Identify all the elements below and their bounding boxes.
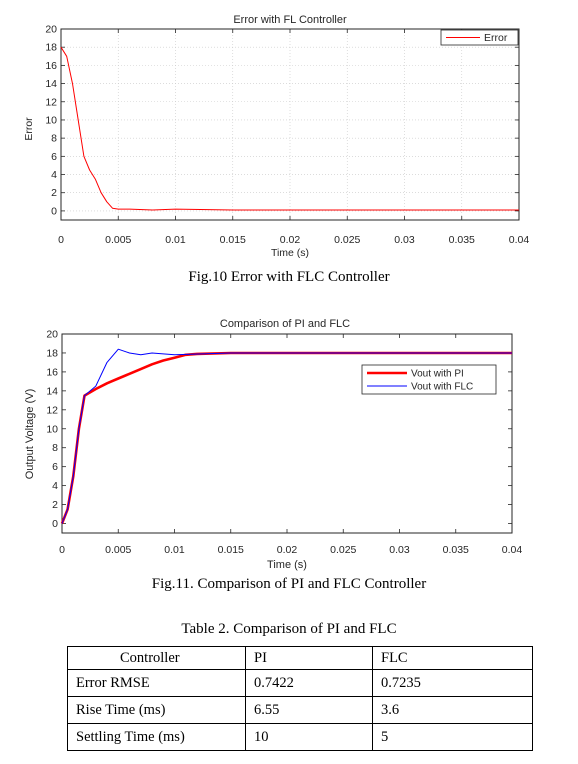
x-axis-label: Time (s) [267,559,307,571]
table-cell: 3.6 [372,696,533,724]
series-group [60,348,512,524]
axis-ticks: 0 0.005 0.01 0.015 0.02 0.025 0.03 0.035 0.04 0 2 4… [46,329,522,557]
y-tick-label: 0 [51,205,57,217]
y-tick-label: 14 [46,385,58,397]
table-cell: 6.55 [245,696,373,724]
table-cell: 10 [245,723,373,751]
y-tick-label: 16 [45,60,57,72]
y-tick-label: 18 [45,42,57,54]
x-tick-label: 0.01 [164,544,185,556]
y-tick-label: 6 [51,151,57,163]
column-header: FLC [372,646,533,670]
x-tick-label: 0.03 [389,544,410,556]
y-tick-label: 0 [52,518,58,530]
comparison-table: Controller PI FLC Error RMSE 0.7422 0.72… [67,646,533,751]
series-group [60,46,519,211]
y-axis-label: Output Voltage (V) [24,389,36,480]
series-line-vout-with-flc [61,348,512,524]
x-tick-label: 0.04 [502,544,523,556]
y-tick-label: 14 [45,78,57,90]
table-row: Settling Time (ms) 10 5 [67,723,533,751]
x-tick-label: 0.005 [105,544,131,556]
x-axis-label: Time (s) [271,247,309,259]
y-tick-label: 20 [45,24,57,36]
legend-label-error: Error [484,32,508,44]
legend: Vout with PI Vout with FLC [361,364,497,395]
figure-caption: Fig.10 Error with FLC Controller [188,269,390,285]
column-header: Controller [67,646,246,670]
x-tick-label: 0.02 [277,544,298,556]
y-tick-label: 16 [46,366,58,378]
y-tick-label: 10 [46,423,58,435]
axis-ticks: 0 0.005 0.01 0.015 0.02 0.025 0.03 0.035 0.04 0 2 4… [45,24,529,247]
table-row: Rise Time (ms) 6.55 3.6 [67,696,533,724]
y-tick-label: 4 [52,480,58,492]
chart-title: Comparison of PI and FLC [220,318,350,330]
table-cell: Rise Time (ms) [67,696,246,724]
x-tick-label: 0.015 [220,234,246,246]
y-tick-label: 20 [46,329,58,341]
x-tick-label: 0 [58,234,64,246]
column-header: PI [245,646,373,670]
y-axis-label: Error [23,117,35,141]
figure-caption: Fig.11. Comparison of PI and FLC Control… [151,576,427,592]
table-caption: Table 2. Comparison of PI and FLC [181,621,397,637]
y-tick-label: 12 [46,404,58,416]
x-tick-label: 0.01 [165,234,186,246]
y-tick-label: 18 [46,347,58,359]
y-tick-label: 2 [52,499,58,511]
y-tick-label: 6 [52,461,58,473]
y-tick-label: 2 [51,187,57,199]
table-cell: 0.7422 [245,669,373,697]
x-tick-label: 0.04 [509,234,530,246]
y-tick-label: 10 [45,114,57,126]
legend-label-pi: Vout with PI [411,369,464,380]
x-tick-label: 0.03 [394,234,415,246]
x-tick-label: 0.035 [443,544,469,556]
x-tick-label: 0 [59,544,65,556]
y-tick-label: 8 [52,442,58,454]
table-cell: 5 [372,723,533,751]
y-tick-label: 8 [51,133,57,145]
x-tick-label: 0.025 [334,234,360,246]
x-tick-label: 0.005 [105,234,131,246]
y-tick-label: 12 [45,96,57,108]
table-cell: Error RMSE [67,669,246,697]
table-cell: 0.7235 [372,669,533,697]
table-header-row: Controller PI FLC [67,646,533,670]
error-chart: Error with FL Controller 0 0.005 0.01 0.015… [23,14,529,259]
comparison-chart: Comparison of PI and FLC 0 0.005 0.01 0.015… [24,318,522,571]
table-cell: Settling Time (ms) [67,723,246,751]
chart-title: Error with FL Controller [233,14,347,26]
legend: Error [440,29,519,46]
x-tick-label: 0.035 [449,234,475,246]
x-tick-label: 0.015 [218,544,244,556]
x-tick-label: 0.02 [280,234,301,246]
series-line-error [60,46,519,211]
plot-area [61,333,513,534]
x-tick-label: 0.025 [330,544,356,556]
grid-lines [60,28,520,220]
table-row: Error RMSE 0.7422 0.7235 [67,669,533,697]
y-tick-label: 4 [51,169,57,181]
legend-label-flc: Vout with FLC [411,382,473,393]
